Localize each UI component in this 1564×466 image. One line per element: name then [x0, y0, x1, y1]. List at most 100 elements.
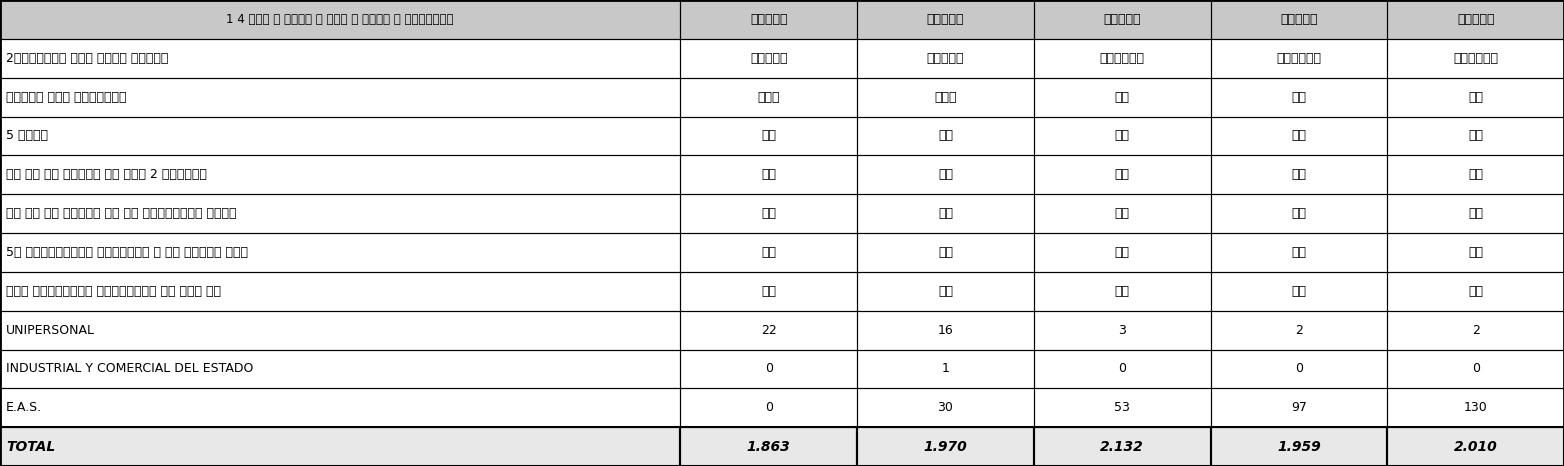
- Bar: [1387, 233, 1564, 272]
- Bar: [680, 233, 857, 272]
- Bar: [1211, 311, 1387, 350]
- Bar: [1034, 233, 1211, 272]
- Text: ᭅ᭓: ᭅ᭓: [762, 207, 776, 220]
- Bar: [1211, 0, 1387, 39]
- Bar: [1034, 350, 1211, 388]
- Text: 0: 0: [1472, 363, 1480, 376]
- Text: ᮂ᭓: ᮂ᭓: [762, 130, 776, 143]
- Bar: [1034, 427, 1211, 466]
- Text: ᭅ᭓: ᭅ᭓: [1115, 285, 1129, 298]
- Text: ᭅᭅᬹ᭏᭓: ᭅᭅᬹ᭏᭓: [751, 13, 787, 26]
- Bar: [1211, 350, 1387, 388]
- Text: ᭅ᭓: ᭅ᭓: [938, 246, 952, 259]
- Text: ᭅ᭓: ᭅ᭓: [1292, 285, 1306, 298]
- Text: ᭅ᭓: ᭅ᭓: [1115, 207, 1129, 220]
- Text: TOTAL: TOTAL: [6, 439, 55, 453]
- Text: ᭴᭓: ᭴᭓: [1292, 90, 1306, 103]
- Text: 2: 2: [1295, 323, 1303, 336]
- Bar: [1034, 78, 1211, 116]
- Bar: [857, 0, 1034, 39]
- Bar: [857, 233, 1034, 272]
- Text: ᭅ᭓: ᭅ᭓: [1469, 130, 1483, 143]
- Bar: [857, 155, 1034, 194]
- Bar: [1211, 233, 1387, 272]
- Bar: [1387, 39, 1564, 78]
- Bar: [1211, 388, 1387, 427]
- Text: ᭅᭅᭅᭅ᭓: ᭅᭅᭅᭅ᭓: [1281, 13, 1317, 26]
- Text: ᭅ᭓: ᭅ᭓: [1115, 246, 1129, 259]
- Bar: [0, 155, 680, 194]
- Text: 0: 0: [765, 363, 773, 376]
- Bar: [1034, 272, 1211, 311]
- Bar: [1034, 116, 1211, 155]
- Bar: [680, 155, 857, 194]
- Text: 2ᮂᮃᭌ᬴᭓ᬱ᭏ ᭹᭓᭢ ᭹ᬶ᭺᬴ ᭹᭒᬴᭓᭓: 2ᮂᮃᭌ᬴᭓ᬱ᭏ ᭹᭓᭢ ᭹ᬶ᭺᬴ ᭹᭒᬴᭓᭓: [6, 52, 169, 65]
- Text: ᭴᭓: ᭴᭓: [1469, 168, 1483, 181]
- Bar: [857, 78, 1034, 116]
- Text: ᭅ᬴ᮂᭌᭅ᭓: ᭅ᬴ᮂᭌᭅ᭓: [1276, 52, 1322, 65]
- Text: ᭅ᭓: ᭅ᭓: [1469, 207, 1483, 220]
- Bar: [0, 233, 680, 272]
- Bar: [0, 427, 680, 466]
- Text: ᭅᭅᭅᭅ᭓: ᭅᭅᭅᭅ᭓: [1104, 13, 1140, 26]
- Text: 2.010: 2.010: [1455, 439, 1497, 453]
- Bar: [1387, 116, 1564, 155]
- Bar: [680, 116, 857, 155]
- Bar: [857, 116, 1034, 155]
- Text: 1.959: 1.959: [1278, 439, 1320, 453]
- Bar: [0, 116, 680, 155]
- Bar: [0, 388, 680, 427]
- Text: INDUSTRIAL Y COMERCIAL DEL ESTADO: INDUSTRIAL Y COMERCIAL DEL ESTADO: [6, 363, 253, 376]
- Text: ᭅ᭓: ᭅ᭓: [1292, 168, 1306, 181]
- Text: ᮡᬱ ᭒ᬹ ᭹᭏ ᮂᮃᮂᮡᭌ ᭹᭓ ᭒᭒ᬹ 2 ᭒᬴ᮂᮃᭅ᭓: ᮡᬱ ᭒ᬹ ᭹᭏ ᮂᮃᮂᮡᭌ ᭹᭓ ᭒᭒ᬹ 2 ᭒᬴ᮂᮃᭅ᭓: [6, 168, 206, 181]
- Bar: [1387, 388, 1564, 427]
- Bar: [1034, 311, 1211, 350]
- Text: ᭅ᭓: ᭅ᭓: [762, 168, 776, 181]
- Text: ᭴᭓: ᭴᭓: [938, 130, 952, 143]
- Bar: [680, 78, 857, 116]
- Bar: [680, 194, 857, 233]
- Bar: [1034, 388, 1211, 427]
- Bar: [1387, 78, 1564, 116]
- Bar: [0, 311, 680, 350]
- Text: ᭏᭓: ᭏᭓: [1115, 90, 1129, 103]
- Text: UNIPERSONAL: UNIPERSONAL: [6, 323, 95, 336]
- Bar: [1211, 427, 1387, 466]
- Text: 1: 1: [942, 363, 949, 376]
- Text: ᭅ᭓: ᭅ᭓: [762, 285, 776, 298]
- Text: ᭴ᭅ᭓: ᭴ᭅ᭓: [934, 90, 957, 103]
- Text: 22: 22: [760, 323, 777, 336]
- Text: 97: 97: [1290, 401, 1308, 414]
- Text: ᭅ᬴ᮂᮂ᭓: ᭅ᬴ᮂᮂ᭓: [927, 52, 963, 65]
- Bar: [680, 0, 857, 39]
- Bar: [1387, 350, 1564, 388]
- Text: 0: 0: [1118, 363, 1126, 376]
- Bar: [680, 272, 857, 311]
- Bar: [1387, 0, 1564, 39]
- Bar: [1034, 194, 1211, 233]
- Bar: [1034, 0, 1211, 39]
- Text: ᭹᭓ᬱ ᮡ᭒ᭅ᭹ᬶ᭒ᭅ᭹ ᭹᭓ᮃ᭴ᮂᭅ᭓᬴ ᭹᭓ ᭹᭏᭏ ᭓᭓: ᭹᭓ᬱ ᮡ᭒ᭅ᭹ᬶ᭒ᭅ᭹ ᭹᭓ᮃ᭴ᮂᭅ᭓᬴ ᭹᭓ ᭹᭏᭏ ᭓᭓: [6, 285, 221, 298]
- Text: ᭅ᬴ᮂᮂᭅ᭓: ᭅ᬴ᮂᮂᭅ᭓: [1453, 52, 1498, 65]
- Bar: [680, 39, 857, 78]
- Text: E.A.S.: E.A.S.: [6, 401, 42, 414]
- Text: 1 4 ᮃ᭴᭹ ᭏ ᮂ᭒᭒᭹ ᭚ ᮂᭅᭌ ᭏ ᬸᬸ᭏᭺ ᬴ ᮂ᭴ᮃᮂ᭚᭹᭓: 1 4 ᮃ᭴᭹ ᭏ ᮂ᭒᭒᭹ ᭚ ᮂᭅᭌ ᭏ ᬸᬸ᭏᭺ ᬴ ᮂ᭴ᮃᮂ᭚᭹᭓: [227, 13, 454, 26]
- Bar: [0, 0, 680, 39]
- Text: 130: 130: [1464, 401, 1487, 414]
- Bar: [680, 388, 857, 427]
- Text: 1.970: 1.970: [924, 439, 967, 453]
- Bar: [680, 311, 857, 350]
- Text: ᭴᭓: ᭴᭓: [1469, 90, 1483, 103]
- Bar: [1387, 427, 1564, 466]
- Bar: [0, 194, 680, 233]
- Text: ᭅᭅᭅᭅ᭓: ᭅᭅᭅᭅ᭓: [1458, 13, 1494, 26]
- Bar: [1211, 194, 1387, 233]
- Text: ᭴᭴᭓: ᭴᭴᭓: [757, 90, 780, 103]
- Text: ᭅ᭓: ᭅ᭓: [1115, 130, 1129, 143]
- Bar: [1387, 194, 1564, 233]
- Bar: [1211, 39, 1387, 78]
- Text: 53: 53: [1114, 401, 1131, 414]
- Bar: [857, 311, 1034, 350]
- Bar: [857, 388, 1034, 427]
- Bar: [680, 350, 857, 388]
